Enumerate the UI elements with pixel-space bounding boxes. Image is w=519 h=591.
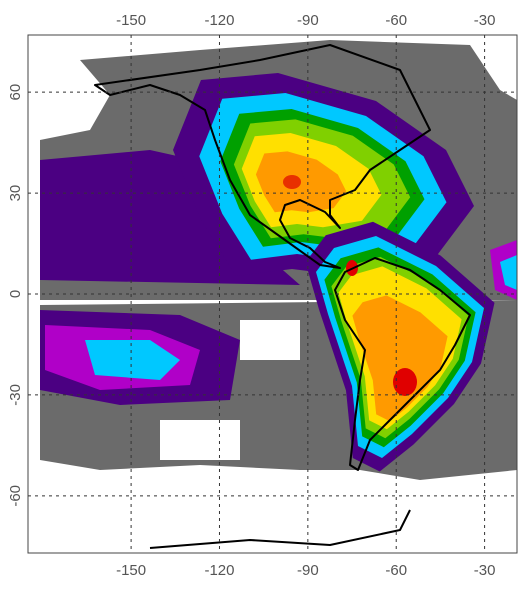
y-tick-label: -30 <box>7 384 24 406</box>
y-tick-label: -60 <box>7 485 24 507</box>
y-tick-label: 30 <box>7 185 24 202</box>
x-tick-label-top: -30 <box>474 12 496 29</box>
x-tick-label-bottom: -120 <box>204 562 234 579</box>
y-tick-label: 0 <box>7 290 24 298</box>
y-tick-label: 60 <box>7 84 24 101</box>
x-tick-label-top: -90 <box>297 12 319 29</box>
x-tick-label-top: -150 <box>116 12 146 29</box>
x-tick-label-bottom: -30 <box>474 562 496 579</box>
x-tick-label-bottom: -60 <box>385 562 407 579</box>
x-tick-label-top: -60 <box>385 12 407 29</box>
x-tick-label-top: -120 <box>204 12 234 29</box>
lightning-density <box>28 35 517 553</box>
x-tick-label-bottom: -90 <box>297 562 319 579</box>
x-tick-label-bottom: -150 <box>116 562 146 579</box>
